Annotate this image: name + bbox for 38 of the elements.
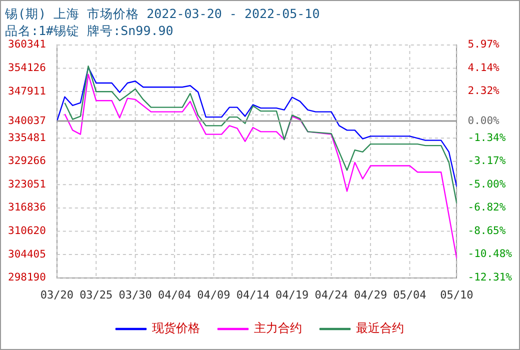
y2-tick-label: 0.00% [468,114,500,127]
x-tick-label: 04/09 [197,288,230,302]
x-tick-label: 03/20 [40,288,74,302]
y2-tick-label: 2.32% [468,85,500,98]
x-tick-label: 04/19 [276,288,309,302]
y2-tick-label: -3.17% [468,155,506,168]
y2-tick-label: 5.97% [468,38,500,51]
y-tick-label: 298190 [8,272,46,284]
y2-tick-label: -12.31% [468,272,513,284]
y-tick-label: 323051 [8,178,46,190]
x-tick-label: 04/14 [236,288,270,302]
legend-label: 主力合约 [254,321,302,336]
x-tick-label: 04/04 [158,288,192,302]
chart-title: 锡(期) 上海 市场价格 2022-03-20 - 2022-05-10 [4,6,320,21]
legend-label: 最近合约 [356,321,404,336]
legend-label: 现货价格 [152,321,200,336]
x-tick-label: 03/30 [118,288,152,302]
y-tick-label: 360341 [8,38,46,51]
y2-tick-label: -8.65% [468,224,506,237]
y2-tick-label: -1.34% [468,132,506,144]
y-tick-label: 304405 [8,248,46,260]
x-tick-label: 04/24 [314,288,348,302]
x-tick-label: 03/25 [80,288,113,302]
y2-tick-label: -10.48% [468,248,513,260]
chart-subtitle: 品名:1#锡锭 牌号:Sn99.90 [5,22,174,38]
y-tick-label: 316836 [8,202,46,214]
y-tick-label: 310620 [8,224,46,237]
y-tick-label: 340037 [8,114,46,127]
x-tick-label: 04/29 [354,288,388,302]
x-tick-label: 05/10 [440,288,474,302]
y2-tick-label: 4.14% [468,62,500,74]
y-tick-label: 347911 [8,85,46,98]
x-tick-label: 05/04 [393,288,427,302]
y-tick-label: 335481 [8,132,46,144]
y2-tick-label: -6.82% [468,202,506,214]
y-tick-label: 329266 [8,155,46,168]
y-tick-label: 354126 [8,62,46,74]
y2-tick-label: -5.00% [468,178,506,190]
